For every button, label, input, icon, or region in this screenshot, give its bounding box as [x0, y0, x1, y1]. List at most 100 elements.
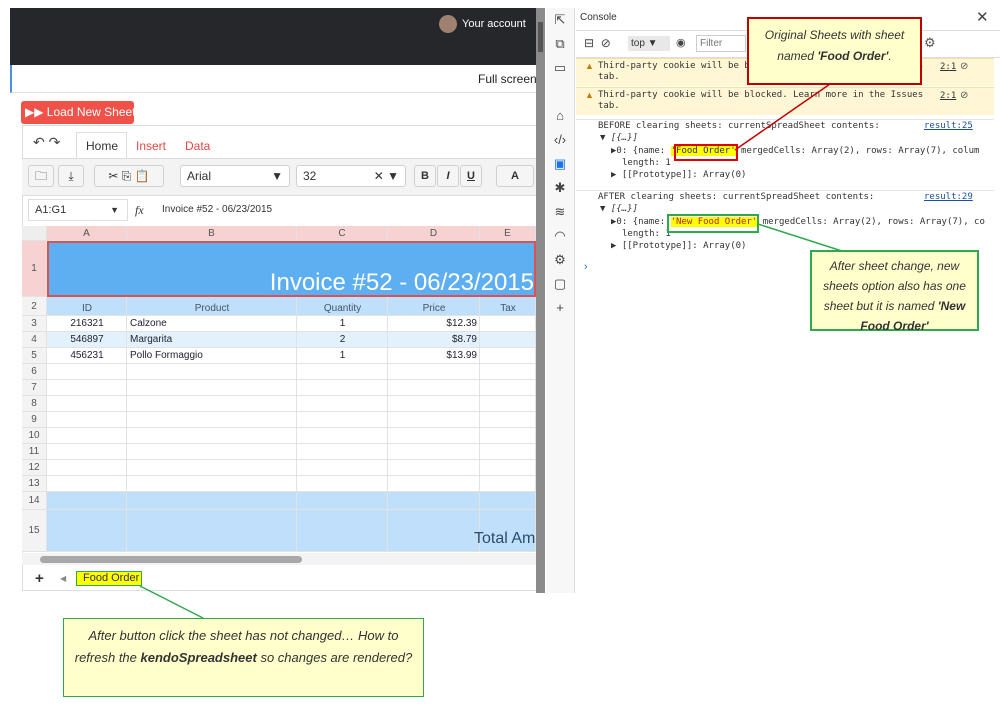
cell[interactable]: [480, 492, 536, 510]
format-button[interactable]: I: [437, 165, 459, 187]
format-button[interactable]: A: [496, 165, 534, 187]
cell[interactable]: [388, 380, 480, 396]
cell[interactable]: [127, 460, 297, 476]
devtools-sidebar[interactable]: ⇱ ⧉ ▭ ⌂ ‹/› ▣ ✱ ≋ ◠ ⚙ ▢ +: [546, 8, 575, 593]
cell[interactable]: [480, 428, 536, 444]
undo-redo[interactable]: ↶ ↷: [33, 134, 61, 150]
toolbar-icons[interactable]: ⊟ ⊘: [584, 36, 611, 50]
cell[interactable]: [388, 476, 480, 492]
cell[interactable]: [127, 332, 297, 348]
cell[interactable]: [127, 316, 297, 332]
cell[interactable]: [297, 510, 388, 552]
cell[interactable]: [297, 316, 388, 332]
row-header[interactable]: 7: [22, 380, 47, 396]
cell[interactable]: [127, 476, 297, 492]
avatar[interactable]: [439, 15, 457, 33]
add-sheet[interactable]: +: [35, 570, 44, 587]
cell[interactable]: [47, 510, 127, 552]
column-header[interactable]: B: [127, 226, 297, 241]
row-header[interactable]: 10: [22, 428, 47, 444]
font-name[interactable]: Arial: [187, 169, 212, 183]
row-header[interactable]: 4: [22, 332, 47, 348]
log-prototype[interactable]: ▶ [[Prototype]]: Array(0): [611, 170, 747, 180]
row-header[interactable]: 3: [22, 316, 47, 332]
console-prompt[interactable]: ›: [584, 261, 588, 273]
row-header[interactable]: 6: [22, 364, 47, 380]
cell[interactable]: [480, 444, 536, 460]
log-item[interactable]: ▶0: {name: 'New Food Order' mergedCells:…: [611, 217, 985, 227]
account-link[interactable]: Your account: [462, 18, 526, 30]
cell[interactable]: [297, 492, 388, 510]
cell[interactable]: [388, 492, 480, 510]
cell[interactable]: [388, 444, 480, 460]
warning-source[interactable]: 2:1: [940, 91, 957, 101]
log-array[interactable]: ▼ [{…}]: [600, 133, 638, 143]
full-screen[interactable]: Full screen: [478, 72, 537, 86]
load-button-label[interactable]: Load New Sheet: [46, 105, 136, 119]
download-button[interactable]: ⤓: [58, 165, 84, 187]
cell[interactable]: [388, 348, 480, 364]
row-header[interactable]: 13: [22, 476, 47, 492]
column-header[interactable]: D: [388, 226, 480, 241]
cell[interactable]: [480, 412, 536, 428]
cell[interactable]: [480, 348, 536, 364]
cell[interactable]: [480, 297, 536, 316]
cell[interactable]: [47, 444, 127, 460]
cell[interactable]: [47, 332, 127, 348]
cell[interactable]: [47, 316, 127, 332]
cell[interactable]: [297, 396, 388, 412]
cell[interactable]: [297, 364, 388, 380]
cell[interactable]: [127, 364, 297, 380]
cell[interactable]: [47, 380, 127, 396]
cell[interactable]: [127, 412, 297, 428]
cell[interactable]: [47, 396, 127, 412]
cell[interactable]: [297, 348, 388, 364]
eye-icon[interactable]: ◉: [676, 37, 686, 49]
title-cell[interactable]: Invoice #52 - 06/23/2015: [47, 241, 536, 297]
cell[interactable]: [297, 380, 388, 396]
open-button[interactable]: 🗀: [28, 165, 54, 187]
cell[interactable]: [297, 460, 388, 476]
row-header[interactable]: 11: [22, 444, 47, 460]
cell[interactable]: [47, 348, 127, 364]
row-header[interactable]: 5: [22, 348, 47, 364]
cell[interactable]: [47, 460, 127, 476]
cell[interactable]: [388, 428, 480, 444]
ribbon-tab[interactable]: Insert: [136, 139, 167, 153]
row-header[interactable]: 14: [22, 492, 47, 510]
close-button[interactable]: ✕: [976, 9, 989, 26]
cell[interactable]: [127, 396, 297, 412]
log-prototype[interactable]: ▶ [[Prototype]]: Array(0): [611, 241, 747, 251]
name-box-value[interactable]: A1:G1: [35, 204, 67, 216]
cell[interactable]: [47, 297, 127, 316]
format-button[interactable]: U: [460, 165, 482, 187]
cell[interactable]: [480, 476, 536, 492]
cell[interactable]: [480, 510, 536, 552]
column-header[interactable]: C: [297, 226, 388, 241]
cell[interactable]: [388, 364, 480, 380]
column-header[interactable]: A: [47, 226, 127, 241]
page-scroll-thumb[interactable]: [538, 22, 543, 52]
row-header[interactable]: 2: [22, 297, 47, 316]
cell[interactable]: [297, 444, 388, 460]
warning-source[interactable]: 2:1: [940, 62, 957, 72]
cell[interactable]: [127, 444, 297, 460]
cell[interactable]: [127, 428, 297, 444]
settings-icon[interactable]: ⚙: [924, 35, 936, 50]
row-header[interactable]: 8: [22, 396, 47, 412]
cell[interactable]: [388, 297, 480, 316]
load-button[interactable]: ▶▶ Load New Sheet: [21, 101, 136, 124]
cell[interactable]: [297, 476, 388, 492]
cell[interactable]: [388, 460, 480, 476]
cell[interactable]: [297, 332, 388, 348]
cell[interactable]: [47, 364, 127, 380]
cell[interactable]: [388, 510, 480, 552]
cell[interactable]: [388, 412, 480, 428]
name-box[interactable]: A1:G1 ▼: [28, 199, 128, 221]
log-source[interactable]: result:25: [924, 121, 973, 131]
clipboard-buttons[interactable]: ✂ ⎘ 📋: [94, 165, 164, 187]
cell[interactable]: [388, 316, 480, 332]
cell[interactable]: [47, 412, 127, 428]
cell[interactable]: [297, 297, 388, 316]
cell[interactable]: [297, 412, 388, 428]
